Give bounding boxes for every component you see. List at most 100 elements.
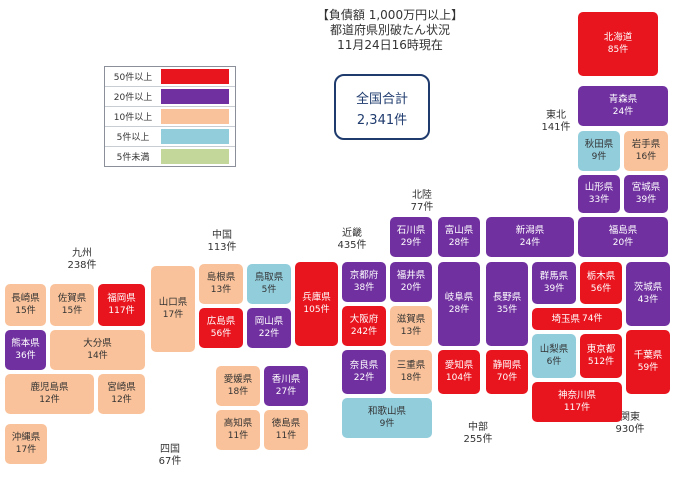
pref-aichi[interactable]: 愛知県 104件 [438,350,480,394]
pref-count: 117件 [563,403,591,413]
pref-okinawa[interactable]: 沖縄県 17件 [5,424,47,464]
pref-count: 59件 [637,363,659,373]
pref-kyoto[interactable]: 京都府 38件 [342,262,386,302]
pref-hyogo[interactable]: 兵庫県 105件 [295,262,338,346]
pref-name: 石川県 [396,225,426,236]
pref-count: 33件 [588,195,610,205]
pref-nagasaki[interactable]: 長崎県 15件 [5,284,46,326]
pref-count: 16件 [635,152,657,162]
pref-oita[interactable]: 大分県 14件 [50,330,145,370]
region-name: 北陸 [412,190,432,201]
pref-ehime[interactable]: 愛媛県 18件 [216,366,260,406]
pref-count: 5件 [261,285,277,295]
pref-tokushima[interactable]: 徳島県 11件 [264,410,308,450]
pref-name: 兵庫県 [302,292,331,303]
pref-count: 242件 [350,327,378,337]
pref-tokyo[interactable]: 東京都 512件 [580,334,622,378]
pref-saga[interactable]: 佐賀県 15件 [50,284,94,326]
pref-saitama[interactable]: 埼玉県 74件 [532,308,622,330]
pref-yamagata[interactable]: 山形県 33件 [578,175,620,213]
pref-iwate[interactable]: 岩手県 16件 [624,131,668,171]
pref-gifu[interactable]: 岐阜県 28件 [438,262,480,346]
pref-tochigi[interactable]: 栃木県 56件 [580,262,622,304]
pref-count: 29件 [400,238,422,248]
region-label-kinki: 近畿 435件 [330,228,374,252]
pref-name: 山形県 [584,182,614,193]
pref-aomori[interactable]: 青森県 24件 [578,86,668,126]
pref-count: 6件 [546,357,562,367]
legend-row: 50件以上 [105,67,235,87]
region-label-kyushu: 九州 238件 [60,248,104,272]
pref-name: 沖縄県 [11,432,41,443]
pref-count: 12件 [111,395,132,405]
pref-fukuoka[interactable]: 福岡県 117件 [98,284,145,326]
pref-name: 茨城県 [633,282,663,293]
region-label-chubu: 中部 255件 [456,422,500,446]
region-name: 近畿 [342,228,362,239]
pref-count: 15件 [61,306,83,316]
pref-tottori[interactable]: 鳥取県 5件 [247,264,291,304]
pref-name: 徳島県 [271,418,301,429]
pref-osaka[interactable]: 大阪府 242件 [342,306,386,346]
title-line-3: 11月24日16時現在 [337,38,443,52]
pref-name: 青森県 [608,94,638,105]
pref-nagano[interactable]: 長野県 35件 [486,262,528,346]
pref-name: 長野県 [492,292,522,303]
pref-fukushima[interactable]: 福島県 20件 [578,217,668,257]
pref-yamanashi[interactable]: 山梨県 6件 [532,334,576,378]
pref-name: 和歌山県 [367,406,406,417]
pref-mie[interactable]: 三重県 18件 [390,350,432,394]
pref-shimane[interactable]: 島根県 13件 [199,264,243,304]
pref-niigata[interactable]: 新潟県 24件 [486,217,574,257]
pref-count: 27件 [275,387,297,397]
pref-count: 104件 [445,373,473,383]
pref-kagoshima[interactable]: 鹿児島県 12件 [5,374,94,414]
pref-miyagi[interactable]: 宮城県 39件 [624,175,668,213]
pref-fukui[interactable]: 福井県 20件 [390,262,432,302]
pref-hokkaido[interactable]: 北海道 85件 [578,12,658,76]
pref-kagawa[interactable]: 香川県 27件 [264,366,308,406]
pref-miyazaki[interactable]: 宮崎県 12件 [98,374,145,414]
pref-hiroshima[interactable]: 広島県 56件 [199,308,243,348]
pref-gunma[interactable]: 群馬県 39件 [532,262,576,304]
pref-okayama[interactable]: 岡山県 22件 [247,308,291,348]
pref-count: 18件 [227,387,249,397]
pref-shiga[interactable]: 滋賀県 13件 [390,306,432,346]
national-total-box: 全国合計 2,341件 [334,74,430,140]
pref-toyama[interactable]: 富山県 28件 [438,217,480,257]
region-label-kanto: 関東 930件 [608,412,652,436]
region-count: 113件 [207,242,237,253]
pref-yamaguchi[interactable]: 山口県 17件 [151,266,195,352]
title-line-2: 都道府県別破たん状況 [329,23,450,37]
pref-name: 広島県 [206,316,236,327]
pref-chiba[interactable]: 千葉県 59件 [626,330,670,394]
pref-name: 富山県 [444,225,474,236]
legend-row: 5件未満 [105,147,235,166]
pref-nara[interactable]: 奈良県 22件 [342,350,386,394]
pref-name: 京都府 [349,270,379,281]
region-name: 四国 [160,444,180,455]
pref-shizuoka[interactable]: 静岡県 70件 [486,350,528,394]
region-count: 67件 [158,456,182,467]
pref-count: 13件 [210,285,232,295]
region-count: 255件 [463,434,493,445]
pref-name: 岩手県 [631,139,661,150]
pref-kumamoto[interactable]: 熊本県 36件 [5,330,46,370]
pref-kanagawa[interactable]: 神奈川県 117件 [532,382,622,422]
region-label-tohoku: 東北 141件 [534,110,578,134]
pref-count: 17件 [162,310,184,320]
region-count: 930件 [615,424,645,435]
pref-name: 山口県 [158,297,188,308]
pref-name: 奈良県 [349,360,379,371]
pref-wakayama[interactable]: 和歌山県 9件 [342,398,432,438]
pref-ishikawa[interactable]: 石川県 29件 [390,217,432,257]
pref-count: 35件 [496,305,518,315]
pref-name: 東京都 [586,344,616,355]
legend-row: 5件以上 [105,127,235,147]
pref-kochi[interactable]: 高知県 11件 [216,410,260,450]
pref-akita[interactable]: 秋田県 9件 [578,131,620,171]
pref-ibaraki[interactable]: 茨城県 43件 [626,262,670,326]
region-count: 77件 [410,202,434,213]
pref-name: 愛知県 [444,360,474,371]
pref-name: 群馬県 [539,271,569,282]
